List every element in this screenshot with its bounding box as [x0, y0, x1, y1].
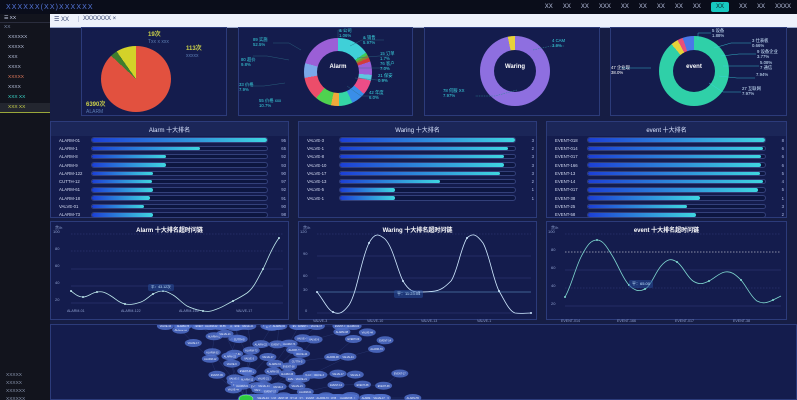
svg-text:VALVE-9: VALVE-9 [309, 339, 320, 342]
svg-text:ALARM-73: ALARM-73 [283, 343, 296, 346]
svg-text:VALVE-44: VALVE-44 [160, 325, 172, 328]
svg-text:ALARM-22: ALARM-22 [224, 355, 237, 358]
svg-text:VALVE-17: VALVE-17 [311, 325, 323, 328]
svg-text:VALVE-21: VALVE-21 [296, 378, 308, 381]
svg-text:ALARM-02: ALARM-02 [273, 325, 286, 328]
svg-text:ALARM-73: ALARM-73 [370, 348, 383, 351]
svg-text:ALARM-33: ALARM-33 [206, 352, 219, 355]
svg-text:EVENT-38: EVENT-38 [378, 385, 390, 388]
svg-text:VALVE-21: VALVE-21 [258, 377, 270, 380]
svg-text:VALVE-17: VALVE-17 [188, 342, 200, 345]
svg-text:ALARM-12: ALARM-12 [204, 358, 217, 361]
svg-text:ALARM-12: ALARM-12 [241, 378, 254, 381]
svg-text:VALVE-9: VALVE-9 [227, 363, 238, 366]
svg-text:ALARM-73: ALARM-73 [177, 325, 190, 328]
svg-text:CUTTH-5: CUTTH-5 [292, 361, 303, 364]
svg-text:EVENT-14: EVENT-14 [330, 384, 342, 387]
svg-text:ALARM-22: ALARM-22 [205, 325, 218, 328]
svg-text:EVENT-38: EVENT-38 [357, 384, 369, 387]
svg-text:EVENT-09: EVENT-09 [211, 374, 223, 377]
svg-text:VALVE-3: VALVE-3 [350, 374, 361, 377]
svg-text:VALVE-3: VALVE-3 [244, 357, 255, 360]
svg-text:ALARM-01: ALARM-01 [299, 391, 312, 394]
svg-text:VALVE-21: VALVE-21 [219, 333, 231, 336]
svg-text:VALVE-3: VALVE-3 [273, 386, 284, 389]
svg-text:VALVE-44: VALVE-44 [362, 332, 374, 335]
svg-text:EVENT-38: EVENT-38 [240, 370, 252, 373]
svg-text:ALARM-08: ALARM-08 [336, 331, 349, 334]
svg-text:ALARM-22: ALARM-22 [255, 343, 268, 346]
svg-text:EVENT-17: EVENT-17 [394, 373, 406, 376]
svg-text:VALVE-21: VALVE-21 [242, 325, 254, 328]
svg-text:ALARM-61: ALARM-61 [269, 363, 282, 366]
svg-text:EVENT-09: EVENT-09 [347, 338, 359, 341]
svg-text:VALVE-17: VALVE-17 [332, 373, 344, 376]
svg-text:CUTTH-5: CUTTH-5 [234, 338, 245, 341]
svg-text:ALARM-01: ALARM-01 [347, 325, 360, 328]
svg-text:VALVE-44: VALVE-44 [342, 356, 354, 359]
svg-text:ALARM-73: ALARM-73 [245, 350, 258, 353]
svg-text:VALVE-3: VALVE-3 [314, 374, 325, 377]
svg-text:ALARM-08: ALARM-08 [326, 356, 339, 359]
svg-text:EVENT-14: EVENT-14 [379, 340, 391, 343]
svg-text:VALVE-21: VALVE-21 [291, 385, 303, 388]
svg-text:EVENT-38: EVENT-38 [283, 366, 295, 369]
svg-text:ALARM-01: ALARM-01 [236, 385, 249, 388]
svg-text:ALARM-55: ALARM-55 [267, 371, 280, 374]
svg-text:VALVE-17: VALVE-17 [262, 356, 274, 359]
svg-text:VALVE-44: VALVE-44 [296, 353, 308, 356]
svg-text:EVENT-17: EVENT-17 [264, 390, 276, 393]
